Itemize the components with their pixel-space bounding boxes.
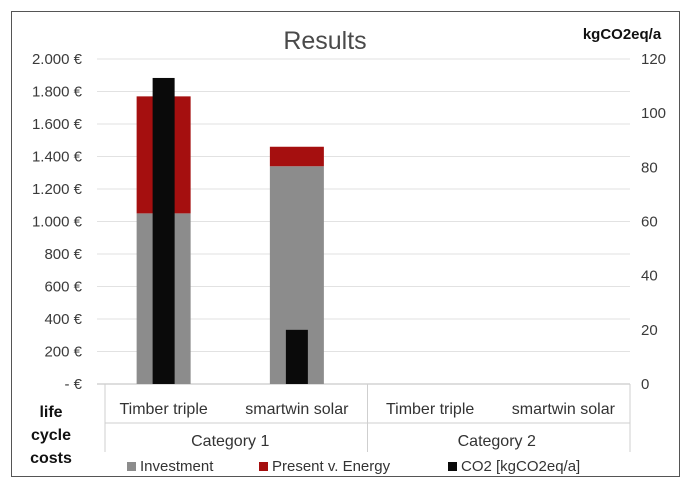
left-tick-label: 200 € xyxy=(44,344,82,361)
right-tick-label: 60 xyxy=(641,214,658,231)
legend-label: CO2 [kgCO2eq/a] xyxy=(461,458,580,475)
left-tick-label: 1.800 € xyxy=(32,84,83,101)
left-axis-label-word: cycle xyxy=(31,427,71,444)
right-tick-label: 100 xyxy=(641,105,666,122)
right-tick-label: 80 xyxy=(641,159,658,176)
left-tick-label: 400 € xyxy=(44,311,82,328)
left-tick-label: 800 € xyxy=(44,246,82,263)
right-tick-label: 0 xyxy=(641,376,649,393)
left-tick-label: 2.000 € xyxy=(32,51,83,68)
legend-swatch xyxy=(127,462,136,471)
category-label: smartwin solar xyxy=(245,401,349,418)
left-tick-label: 1.400 € xyxy=(32,149,83,166)
left-tick-label: 1.200 € xyxy=(32,181,83,198)
left-tick-label: 1.600 € xyxy=(32,116,83,133)
legend-swatch xyxy=(448,462,457,471)
legend-label: Investment xyxy=(140,458,214,475)
left-axis-ticks: 2.000 € 1.800 € 1.600 € 1.400 € 1.200 € 1.000… xyxy=(32,51,83,393)
chart-title: Results xyxy=(283,27,366,55)
right-tick-label: 40 xyxy=(641,268,658,285)
legend-label: Present v. Energy xyxy=(272,458,391,475)
right-tick-label: 20 xyxy=(641,322,658,339)
group-label: Category 1 xyxy=(191,433,269,450)
right-axis-ticks: 120 100 80 60 40 20 0 xyxy=(641,51,666,393)
left-tick-label: 600 € xyxy=(44,279,82,296)
category-label: Timber triple xyxy=(386,401,474,418)
left-tick-label: 1.000 € xyxy=(32,214,83,231)
category-axis: Timber triple smartwin solar Timber triple… xyxy=(104,384,631,452)
category-label: smartwin solar xyxy=(512,401,616,418)
left-axis-label: life cycle costs xyxy=(30,404,72,467)
group-label: Category 2 xyxy=(458,433,536,450)
right-axis-unit: kgCO2eq/a xyxy=(583,26,662,43)
legend-swatch xyxy=(259,462,268,471)
bars xyxy=(136,77,324,384)
bar-present-v-energy xyxy=(269,146,324,167)
bar-co2 xyxy=(285,329,308,384)
bar-co2 xyxy=(152,77,175,384)
legend: Investment Present v. Energy CO2 [kgCO2eq/… xyxy=(127,458,580,475)
left-axis-label-word: costs xyxy=(30,450,72,467)
left-tick-label: - € xyxy=(64,376,82,393)
left-axis-label-word: life xyxy=(39,404,62,421)
right-tick-label: 120 xyxy=(641,51,666,68)
category-label: Timber triple xyxy=(119,401,207,418)
chart-frame xyxy=(11,11,680,477)
